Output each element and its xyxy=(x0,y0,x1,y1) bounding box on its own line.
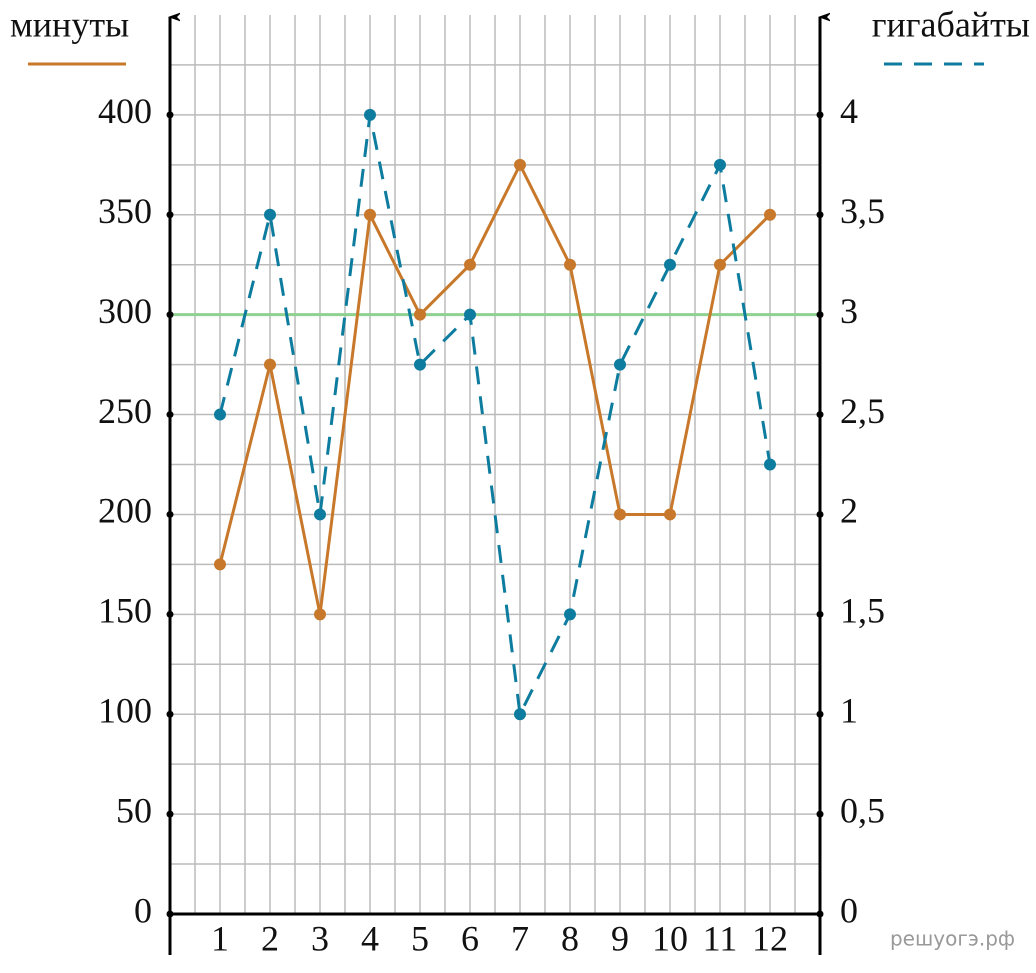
x-tick-label: 1 xyxy=(211,918,229,958)
data-point xyxy=(764,458,776,471)
data-point xyxy=(664,508,676,521)
y-tick-label: 50 xyxy=(116,790,152,830)
data-point xyxy=(314,608,326,621)
y-tick-label: 100 xyxy=(98,690,152,730)
y2-tick-label: 0,5 xyxy=(840,790,885,830)
y-tick-label: 350 xyxy=(98,191,152,231)
y2-tick-label: 3 xyxy=(840,291,858,331)
y2-tick-label: 2,5 xyxy=(840,391,885,431)
x-tick-label: 6 xyxy=(461,918,479,958)
grid xyxy=(170,15,820,915)
x-tick-label: 2 xyxy=(261,918,279,958)
x-tick-label: 7 xyxy=(511,918,529,958)
data-point xyxy=(264,358,276,371)
y2-axis-title: гигабайты xyxy=(872,4,1030,44)
series-line xyxy=(218,114,772,720)
data-point xyxy=(364,208,376,221)
y-tick-label: 0 xyxy=(134,890,152,930)
data-point xyxy=(564,258,576,271)
y2-tick-label: 1,5 xyxy=(840,591,885,631)
data-point xyxy=(464,308,476,321)
y2-tick-label: 2 xyxy=(840,491,858,531)
y-tick-label: 300 xyxy=(98,291,152,331)
marks xyxy=(214,108,776,721)
x-tick-label: 10 xyxy=(652,918,688,958)
y2-tick-label: 0 xyxy=(840,890,858,930)
x-tick-label: 4 xyxy=(361,918,379,958)
data-point xyxy=(414,358,426,371)
data-point xyxy=(264,208,276,221)
data-point xyxy=(664,258,676,271)
data-point xyxy=(564,608,576,621)
x-tick-label: 11 xyxy=(703,918,738,958)
x-tick-label: 5 xyxy=(411,918,429,958)
x-tick-label: 12 xyxy=(752,918,788,958)
data-point xyxy=(764,208,776,221)
y-tick-label: 150 xyxy=(98,591,152,631)
y-tick-label: 250 xyxy=(98,391,152,431)
data-point xyxy=(364,108,376,121)
y-axis-title: минуты xyxy=(10,4,129,44)
y2-tick-label: 4 xyxy=(840,91,858,131)
x-tick-label: 3 xyxy=(311,918,329,958)
data-point xyxy=(414,308,426,321)
y-tick-label: 400 xyxy=(98,91,152,131)
data-point xyxy=(464,258,476,271)
data-point xyxy=(214,558,226,571)
watermark: решуогэ.рф xyxy=(890,927,1015,951)
data-point xyxy=(314,508,326,521)
data-point xyxy=(214,408,226,421)
x-tick-label: 9 xyxy=(611,918,629,958)
data-point xyxy=(614,508,626,521)
data-point xyxy=(614,358,626,371)
data-point xyxy=(514,158,526,171)
data-point xyxy=(714,258,726,271)
x-tick-label: 8 xyxy=(561,918,579,958)
y-tick-label: 200 xyxy=(98,491,152,531)
data-point xyxy=(514,708,526,721)
series-line xyxy=(218,161,772,615)
data-point xyxy=(714,158,726,171)
y2-tick-label: 1 xyxy=(840,690,858,730)
y2-tick-label: 3,5 xyxy=(840,191,885,231)
